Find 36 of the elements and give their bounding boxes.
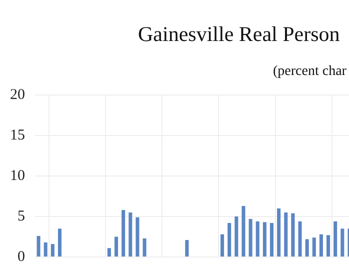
bar	[270, 222, 274, 256]
bar	[228, 222, 232, 256]
bar	[340, 228, 344, 256]
bar	[107, 248, 111, 256]
bar	[242, 206, 246, 256]
bar	[277, 208, 281, 256]
y-tick-label: 0	[18, 248, 25, 265]
bar	[262, 222, 266, 256]
bar	[234, 216, 238, 256]
y-tick-label: 10	[10, 168, 25, 184]
bar	[58, 228, 62, 256]
bar	[248, 218, 252, 256]
bar	[256, 221, 260, 256]
bar	[298, 221, 302, 256]
chart-title: Gainesville Real Person	[138, 22, 340, 47]
chart-subtitle: (percent char	[273, 64, 346, 80]
bar	[326, 235, 330, 256]
bar	[305, 239, 309, 256]
y-tick-label: 5	[18, 208, 25, 224]
bar	[291, 213, 295, 256]
bar	[36, 236, 40, 256]
bar	[334, 221, 338, 256]
bar	[312, 238, 316, 256]
bar	[185, 240, 189, 256]
bar	[44, 242, 48, 256]
y-tick-label: 15	[10, 127, 25, 144]
bar	[128, 212, 132, 256]
bar	[319, 234, 323, 256]
bar	[122, 210, 126, 256]
bar	[284, 212, 288, 256]
bar	[114, 236, 118, 256]
bar	[142, 238, 146, 256]
bar	[50, 244, 54, 256]
y-tick-label: 20	[10, 86, 25, 103]
bar	[136, 217, 140, 256]
bar	[220, 234, 224, 256]
